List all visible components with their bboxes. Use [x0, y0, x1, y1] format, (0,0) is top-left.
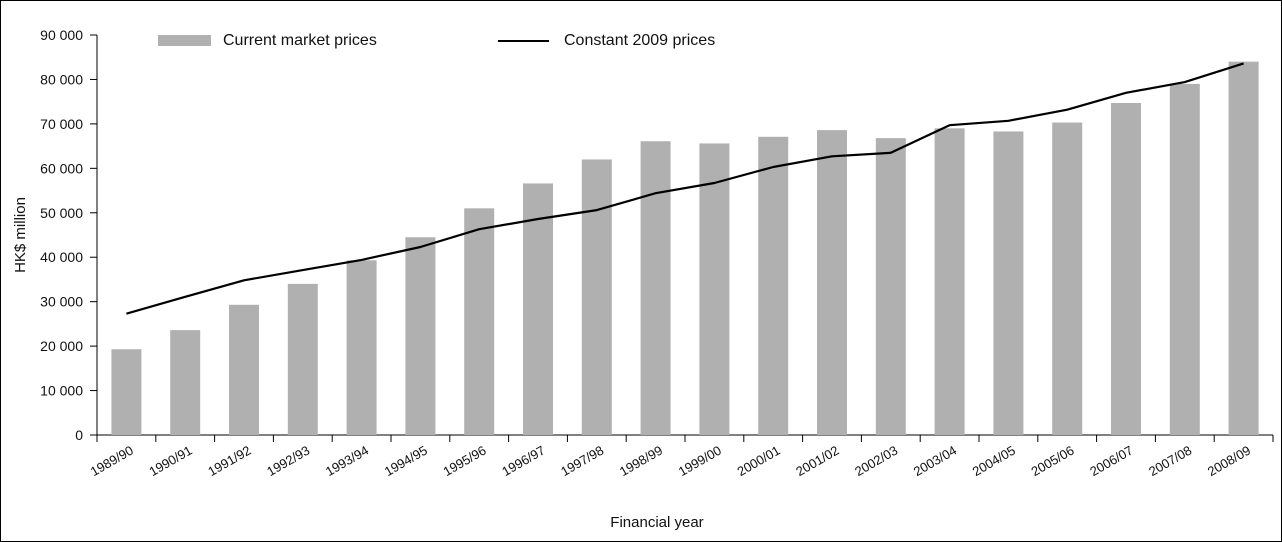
x-tick-label: 1992/93	[264, 443, 312, 479]
bar	[699, 143, 730, 435]
y-tick-label: 10 000	[40, 383, 83, 399]
y-tick-label: 30 000	[40, 294, 83, 310]
x-tick-label: 2007/08	[1146, 443, 1194, 479]
line-series	[126, 62, 1244, 315]
y-tick-label: 80 000	[40, 71, 83, 87]
bar	[1169, 83, 1200, 435]
line-path	[126, 62, 1244, 315]
x-tick-label: 1997/98	[558, 443, 606, 479]
x-tick-label: 2006/07	[1087, 443, 1135, 479]
legend: Current market prices Constant 2009 pric…	[158, 32, 715, 49]
x-tick-label: 2001/02	[793, 443, 841, 479]
bar	[111, 349, 142, 435]
x-tick-label: 2008/09	[1205, 443, 1253, 479]
legend-label-bar: Current market prices	[223, 32, 377, 49]
legend-swatch-bar	[158, 35, 211, 46]
bar	[758, 136, 789, 435]
x-tick-label: 2004/05	[970, 443, 1018, 479]
x-tick-label: 2000/01	[734, 443, 782, 479]
y-tick-label: 60 000	[40, 160, 83, 176]
bar	[405, 237, 436, 435]
bar	[1052, 122, 1083, 436]
bar	[817, 130, 847, 435]
x-axis-title: Financial year	[610, 514, 703, 531]
axes	[90, 34, 1274, 442]
bar	[287, 283, 318, 435]
bar	[523, 183, 553, 435]
x-tick-label: 1990/91	[146, 443, 194, 479]
bar-series	[111, 61, 1259, 436]
bar	[229, 304, 259, 435]
y-tick-label: 0	[75, 427, 83, 443]
bar	[1228, 61, 1259, 436]
bar	[464, 208, 495, 435]
bar	[1111, 103, 1141, 435]
x-tick-label: 2003/04	[911, 443, 959, 479]
bar	[875, 138, 906, 435]
y-tick-label: 90 000	[40, 27, 83, 43]
bar	[934, 128, 965, 435]
x-tick-label: 1989/90	[88, 443, 136, 479]
bar	[993, 131, 1024, 435]
bar	[346, 260, 377, 435]
x-tick-label: 1991/92	[205, 443, 253, 479]
y-tick-label: 50 000	[40, 205, 83, 221]
x-tick-label: 1994/95	[382, 443, 430, 479]
x-tick-label: 2002/03	[852, 443, 900, 479]
y-tick-label: 40 000	[40, 249, 83, 265]
y-axis-title: HK$ million	[12, 197, 29, 273]
x-tick-label: 1999/00	[676, 443, 724, 479]
bar	[170, 330, 201, 435]
x-tick-label: 1996/97	[499, 443, 547, 479]
bar	[640, 141, 671, 435]
legend-label-line: Constant 2009 prices	[564, 32, 715, 49]
y-tick-label: 70 000	[40, 116, 83, 132]
x-tick-label: 1995/96	[440, 443, 488, 479]
x-tick-label: 1998/99	[617, 443, 665, 479]
bar	[581, 159, 612, 435]
x-tick-label: 1993/94	[323, 443, 371, 479]
y-tick-label: 20 000	[40, 338, 83, 354]
x-tick-label: 2005/06	[1028, 443, 1076, 479]
